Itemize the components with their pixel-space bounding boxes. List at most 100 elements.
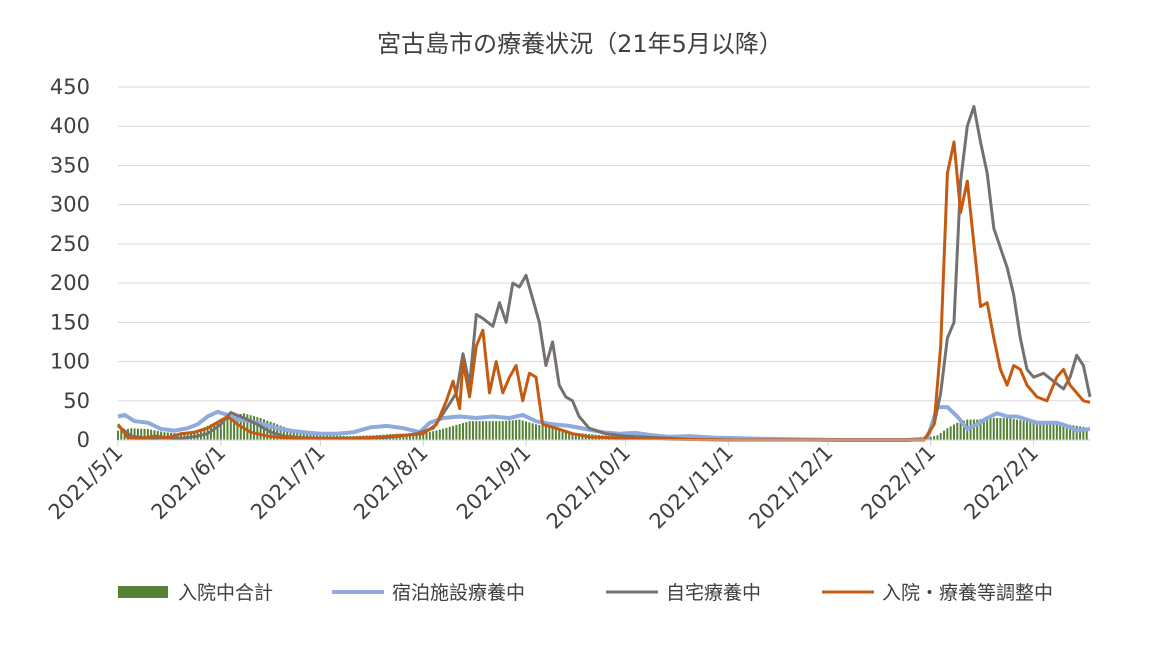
- x-tick-label: 2021/5/1: [44, 441, 128, 525]
- bar: [425, 432, 428, 440]
- bar: [495, 421, 498, 440]
- bar: [1072, 425, 1075, 440]
- y-tick-label: 200: [50, 271, 90, 295]
- bar: [551, 427, 554, 440]
- bar: [992, 418, 995, 440]
- bar: [1016, 419, 1019, 440]
- bar: [465, 422, 468, 440]
- legend-label: 入院・療養等調整中: [882, 582, 1053, 604]
- bar: [538, 424, 541, 440]
- x-tick-label: 2021/12/1: [744, 441, 837, 534]
- bar: [1019, 420, 1022, 440]
- y-tick-label: 250: [50, 232, 90, 256]
- bar: [418, 433, 421, 440]
- bar: [1045, 424, 1048, 440]
- bar: [485, 421, 488, 440]
- bar: [491, 421, 494, 440]
- bar: [289, 429, 292, 440]
- y-tick-label: 350: [50, 153, 90, 177]
- bar: [481, 421, 484, 440]
- bar: [564, 431, 567, 440]
- bar: [249, 415, 252, 440]
- bar: [959, 421, 962, 440]
- bar: [1075, 425, 1078, 440]
- bar: [1042, 423, 1045, 440]
- y-axis-ticks: 0 50 100 150 200 250 300 350 400 450: [50, 75, 90, 452]
- bar: [544, 426, 547, 440]
- bar: [422, 433, 425, 440]
- bar: [996, 418, 999, 440]
- bar: [272, 423, 275, 440]
- legend-swatch: [118, 586, 168, 598]
- bar: [412, 433, 415, 440]
- bar: [933, 436, 936, 440]
- bar: [468, 421, 471, 440]
- bar: [435, 430, 438, 440]
- bar: [299, 431, 302, 440]
- bar: [956, 422, 959, 440]
- series-line: [117, 105, 1092, 442]
- bar: [140, 428, 143, 440]
- bar: [478, 421, 481, 440]
- bar: [949, 426, 952, 440]
- bar: [976, 419, 979, 440]
- bar: [452, 425, 455, 440]
- bar: [136, 428, 139, 440]
- bar: [558, 429, 561, 440]
- bar: [229, 415, 232, 440]
- bar: [236, 414, 239, 440]
- bar: [578, 433, 581, 440]
- bar: [505, 420, 508, 440]
- bar: [498, 421, 501, 440]
- bar: [518, 419, 521, 440]
- x-tick-label: 2021/6/1: [147, 441, 231, 525]
- bar: [246, 414, 249, 440]
- bar: [531, 423, 534, 440]
- bar: [1039, 423, 1042, 440]
- bar: [256, 417, 259, 440]
- legend: 入院中合計 宿泊施設療養中 自宅療養中 入院・療養等調整中: [118, 582, 1053, 604]
- bar: [986, 418, 989, 440]
- bar: [282, 426, 285, 440]
- bar: [1052, 424, 1055, 440]
- bar: [952, 424, 955, 440]
- x-tick-label: 2021/8/1: [349, 441, 433, 525]
- bar: [969, 419, 972, 440]
- bar: [143, 428, 146, 440]
- bar: [253, 416, 256, 440]
- bar: [1009, 418, 1012, 440]
- bar: [528, 422, 531, 440]
- bar: [511, 420, 514, 440]
- bar: [233, 415, 236, 440]
- bar: [1025, 421, 1028, 440]
- bar: [1069, 424, 1072, 440]
- bar: [286, 428, 289, 440]
- bar: [276, 424, 279, 440]
- x-axis-ticks: 2021/5/1 2021/6/1 2021/7/1 2021/8/1 2021/9/1…: [44, 440, 1043, 534]
- bar: [415, 433, 418, 440]
- bar: [989, 418, 992, 440]
- bar: [1006, 418, 1009, 440]
- bar: [150, 429, 153, 440]
- bar: [216, 421, 219, 440]
- bar: [946, 428, 949, 440]
- bar: [488, 421, 491, 440]
- x-tick-label: 2022/2/1: [959, 441, 1043, 525]
- bar: [180, 433, 183, 440]
- bar: [943, 430, 946, 440]
- bar: [534, 424, 537, 440]
- bar: [515, 419, 518, 440]
- bar: [146, 429, 149, 440]
- bar: [979, 419, 982, 440]
- gridlines: [118, 86, 1090, 402]
- bar: [259, 418, 262, 440]
- bar: [130, 428, 133, 440]
- bar: [213, 422, 216, 440]
- bar: [133, 428, 136, 440]
- line-series: [116, 105, 1092, 442]
- bar: [292, 430, 295, 440]
- bar: [1055, 424, 1058, 440]
- bar: [471, 421, 474, 440]
